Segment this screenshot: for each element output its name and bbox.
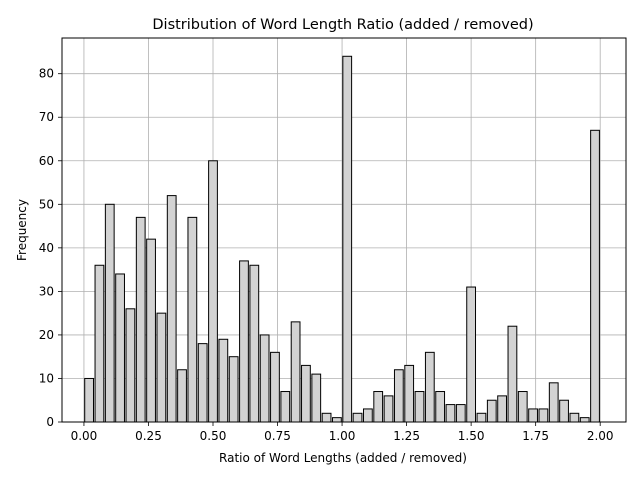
y-tick-label-8: 80 [39, 67, 54, 81]
bar-7 [156, 312, 167, 423]
y-tick-label-0: 0 [46, 415, 54, 429]
x-tick-label-3: 0.75 [264, 429, 291, 443]
x-axis-ticks: 0.00 0.25 0.50 0.75 1.00 1.25 1.50 1.75 2.00 [71, 422, 614, 443]
bar-26 [352, 412, 363, 423]
bar-10 [187, 216, 198, 423]
bar-22 [311, 373, 322, 423]
bar-3 [115, 273, 125, 423]
bar-5 [135, 216, 146, 423]
bar-21 [301, 364, 311, 423]
bar-2 [104, 203, 115, 423]
bar-41 [507, 325, 518, 423]
bar-27 [362, 408, 373, 423]
bar-28 [373, 391, 384, 423]
bar-31 [404, 364, 415, 423]
x-tick-label-0: 0.00 [71, 429, 98, 443]
y-tick-label-6: 60 [39, 154, 54, 168]
bar-20 [290, 321, 301, 423]
bar-8 [166, 195, 177, 423]
x-tick-label-7: 1.75 [522, 429, 549, 443]
y-tick-label-1: 10 [39, 371, 54, 385]
bar-44 [538, 408, 549, 423]
bar-29 [383, 395, 394, 423]
bar-14 [228, 356, 239, 423]
y-axis-label: Frequency [15, 199, 29, 261]
plot-frame [61, 37, 627, 423]
y-tick-label-4: 40 [39, 241, 54, 255]
y-tick-label-5: 50 [39, 197, 54, 211]
bar-24 [332, 417, 342, 423]
bar-42 [517, 391, 528, 423]
x-tick-label-8: 2.00 [587, 429, 614, 443]
bar-32 [414, 391, 425, 423]
bar-47 [569, 412, 580, 423]
bar-18 [270, 351, 280, 423]
bar-9 [177, 369, 187, 423]
y-tick-label-7: 70 [39, 110, 54, 124]
bar-45 [548, 382, 559, 423]
x-tick-label-4: 1.00 [329, 429, 356, 443]
bar-16 [249, 264, 260, 423]
x-tick-label-5: 1.25 [393, 429, 420, 443]
x-tick-label-6: 1.50 [458, 429, 485, 443]
bar-25 [342, 55, 353, 423]
bar-11 [197, 343, 208, 423]
bar-35 [445, 404, 456, 423]
bar-30 [393, 369, 404, 423]
bar-23 [321, 412, 332, 423]
bar-4 [125, 308, 136, 423]
bar-37 [466, 286, 477, 423]
bar-39 [486, 399, 497, 423]
bar-17 [259, 334, 270, 423]
bar-1 [94, 264, 105, 423]
bar-0 [84, 377, 94, 423]
bar-36 [455, 404, 466, 423]
bar-12 [208, 160, 218, 423]
bar-49 [590, 129, 600, 423]
bar-34 [435, 391, 446, 423]
bar-48 [579, 417, 590, 423]
x-axis-label: Ratio of Word Lengths (added / removed) [219, 451, 467, 465]
bar-40 [497, 395, 507, 423]
x-tick-label-2: 0.50 [200, 429, 227, 443]
bar-38 [476, 412, 487, 423]
bar-13 [218, 338, 229, 423]
bar-19 [280, 391, 291, 423]
bar-15 [239, 260, 249, 423]
bar-33 [424, 351, 435, 423]
bar-43 [528, 408, 538, 423]
x-tick-label-1: 0.25 [135, 429, 162, 443]
y-tick-label-3: 30 [39, 284, 54, 298]
y-tick-label-2: 20 [39, 328, 54, 342]
bar-46 [559, 399, 569, 423]
chart-title: Distribution of Word Length Ratio (added… [152, 17, 533, 33]
bar-6 [146, 238, 156, 423]
y-axis-ticks: 0 10 20 30 40 50 60 70 80 [39, 67, 62, 429]
